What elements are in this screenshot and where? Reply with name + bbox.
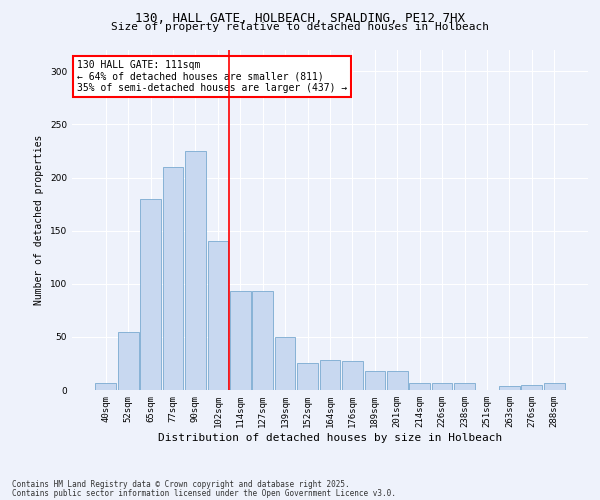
Bar: [387, 371, 407, 390]
Bar: [275, 337, 295, 390]
Text: Contains HM Land Registry data © Crown copyright and database right 2025.: Contains HM Land Registry data © Crown c…: [12, 480, 350, 489]
Text: 130, HALL GATE, HOLBEACH, SPALDING, PE12 7HX: 130, HALL GATE, HOLBEACH, SPALDING, PE12…: [135, 12, 465, 26]
Bar: [544, 382, 565, 390]
Bar: [342, 362, 363, 390]
Bar: [320, 360, 340, 390]
Bar: [95, 382, 116, 390]
Bar: [163, 167, 184, 390]
Bar: [230, 291, 251, 390]
Bar: [409, 382, 430, 390]
Bar: [253, 291, 273, 390]
Bar: [365, 371, 385, 390]
Bar: [521, 384, 542, 390]
Bar: [118, 332, 139, 390]
Bar: [185, 151, 206, 390]
Text: 130 HALL GATE: 111sqm
← 64% of detached houses are smaller (811)
35% of semi-det: 130 HALL GATE: 111sqm ← 64% of detached …: [77, 60, 347, 94]
Bar: [140, 198, 161, 390]
Text: Contains public sector information licensed under the Open Government Licence v3: Contains public sector information licen…: [12, 488, 396, 498]
Y-axis label: Number of detached properties: Number of detached properties: [34, 135, 44, 305]
Bar: [454, 382, 475, 390]
X-axis label: Distribution of detached houses by size in Holbeach: Distribution of detached houses by size …: [158, 432, 502, 442]
Bar: [297, 364, 318, 390]
Bar: [499, 386, 520, 390]
Text: Size of property relative to detached houses in Holbeach: Size of property relative to detached ho…: [111, 22, 489, 32]
Bar: [432, 382, 452, 390]
Bar: [208, 242, 228, 390]
